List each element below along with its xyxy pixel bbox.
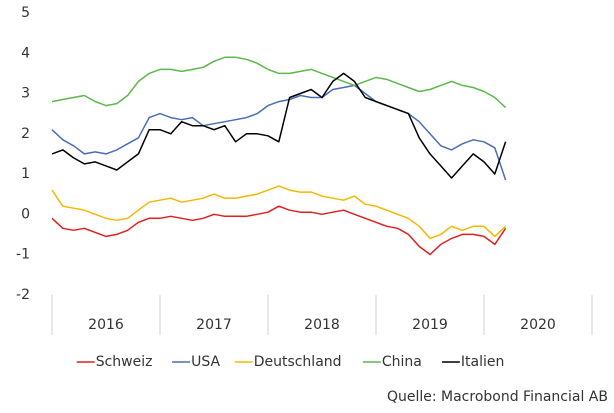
y-tick-label: 5	[21, 5, 30, 21]
x-tick-label: 2020	[520, 317, 556, 333]
series-line	[51, 84, 507, 181]
series-line	[51, 72, 507, 179]
y-tick-label: 4	[21, 45, 30, 61]
legend-label: Deutschland	[254, 354, 342, 370]
x-tick-label: 2018	[304, 317, 340, 333]
y-tick-label: 0	[21, 206, 30, 222]
y-tick-label: 1	[21, 166, 30, 182]
y-tick-label: -2	[16, 287, 30, 303]
legend-label: USA	[191, 354, 220, 370]
legend-label: Schweiz	[96, 354, 153, 370]
x-tick-label: 2019	[412, 317, 448, 333]
series-line	[51, 56, 507, 109]
y-tick-label: -1	[16, 247, 30, 263]
y-tick-label: 2	[21, 126, 30, 142]
series-line	[51, 205, 507, 256]
x-tick-label: 2017	[196, 317, 232, 333]
x-tick-label: 2016	[88, 317, 124, 333]
source-note: Quelle: Macrobond Financial AB	[387, 389, 608, 405]
legend-label: China	[382, 354, 422, 370]
legend-label: Italien	[461, 354, 504, 370]
series-line	[51, 185, 507, 240]
y-tick-label: 3	[21, 86, 30, 102]
